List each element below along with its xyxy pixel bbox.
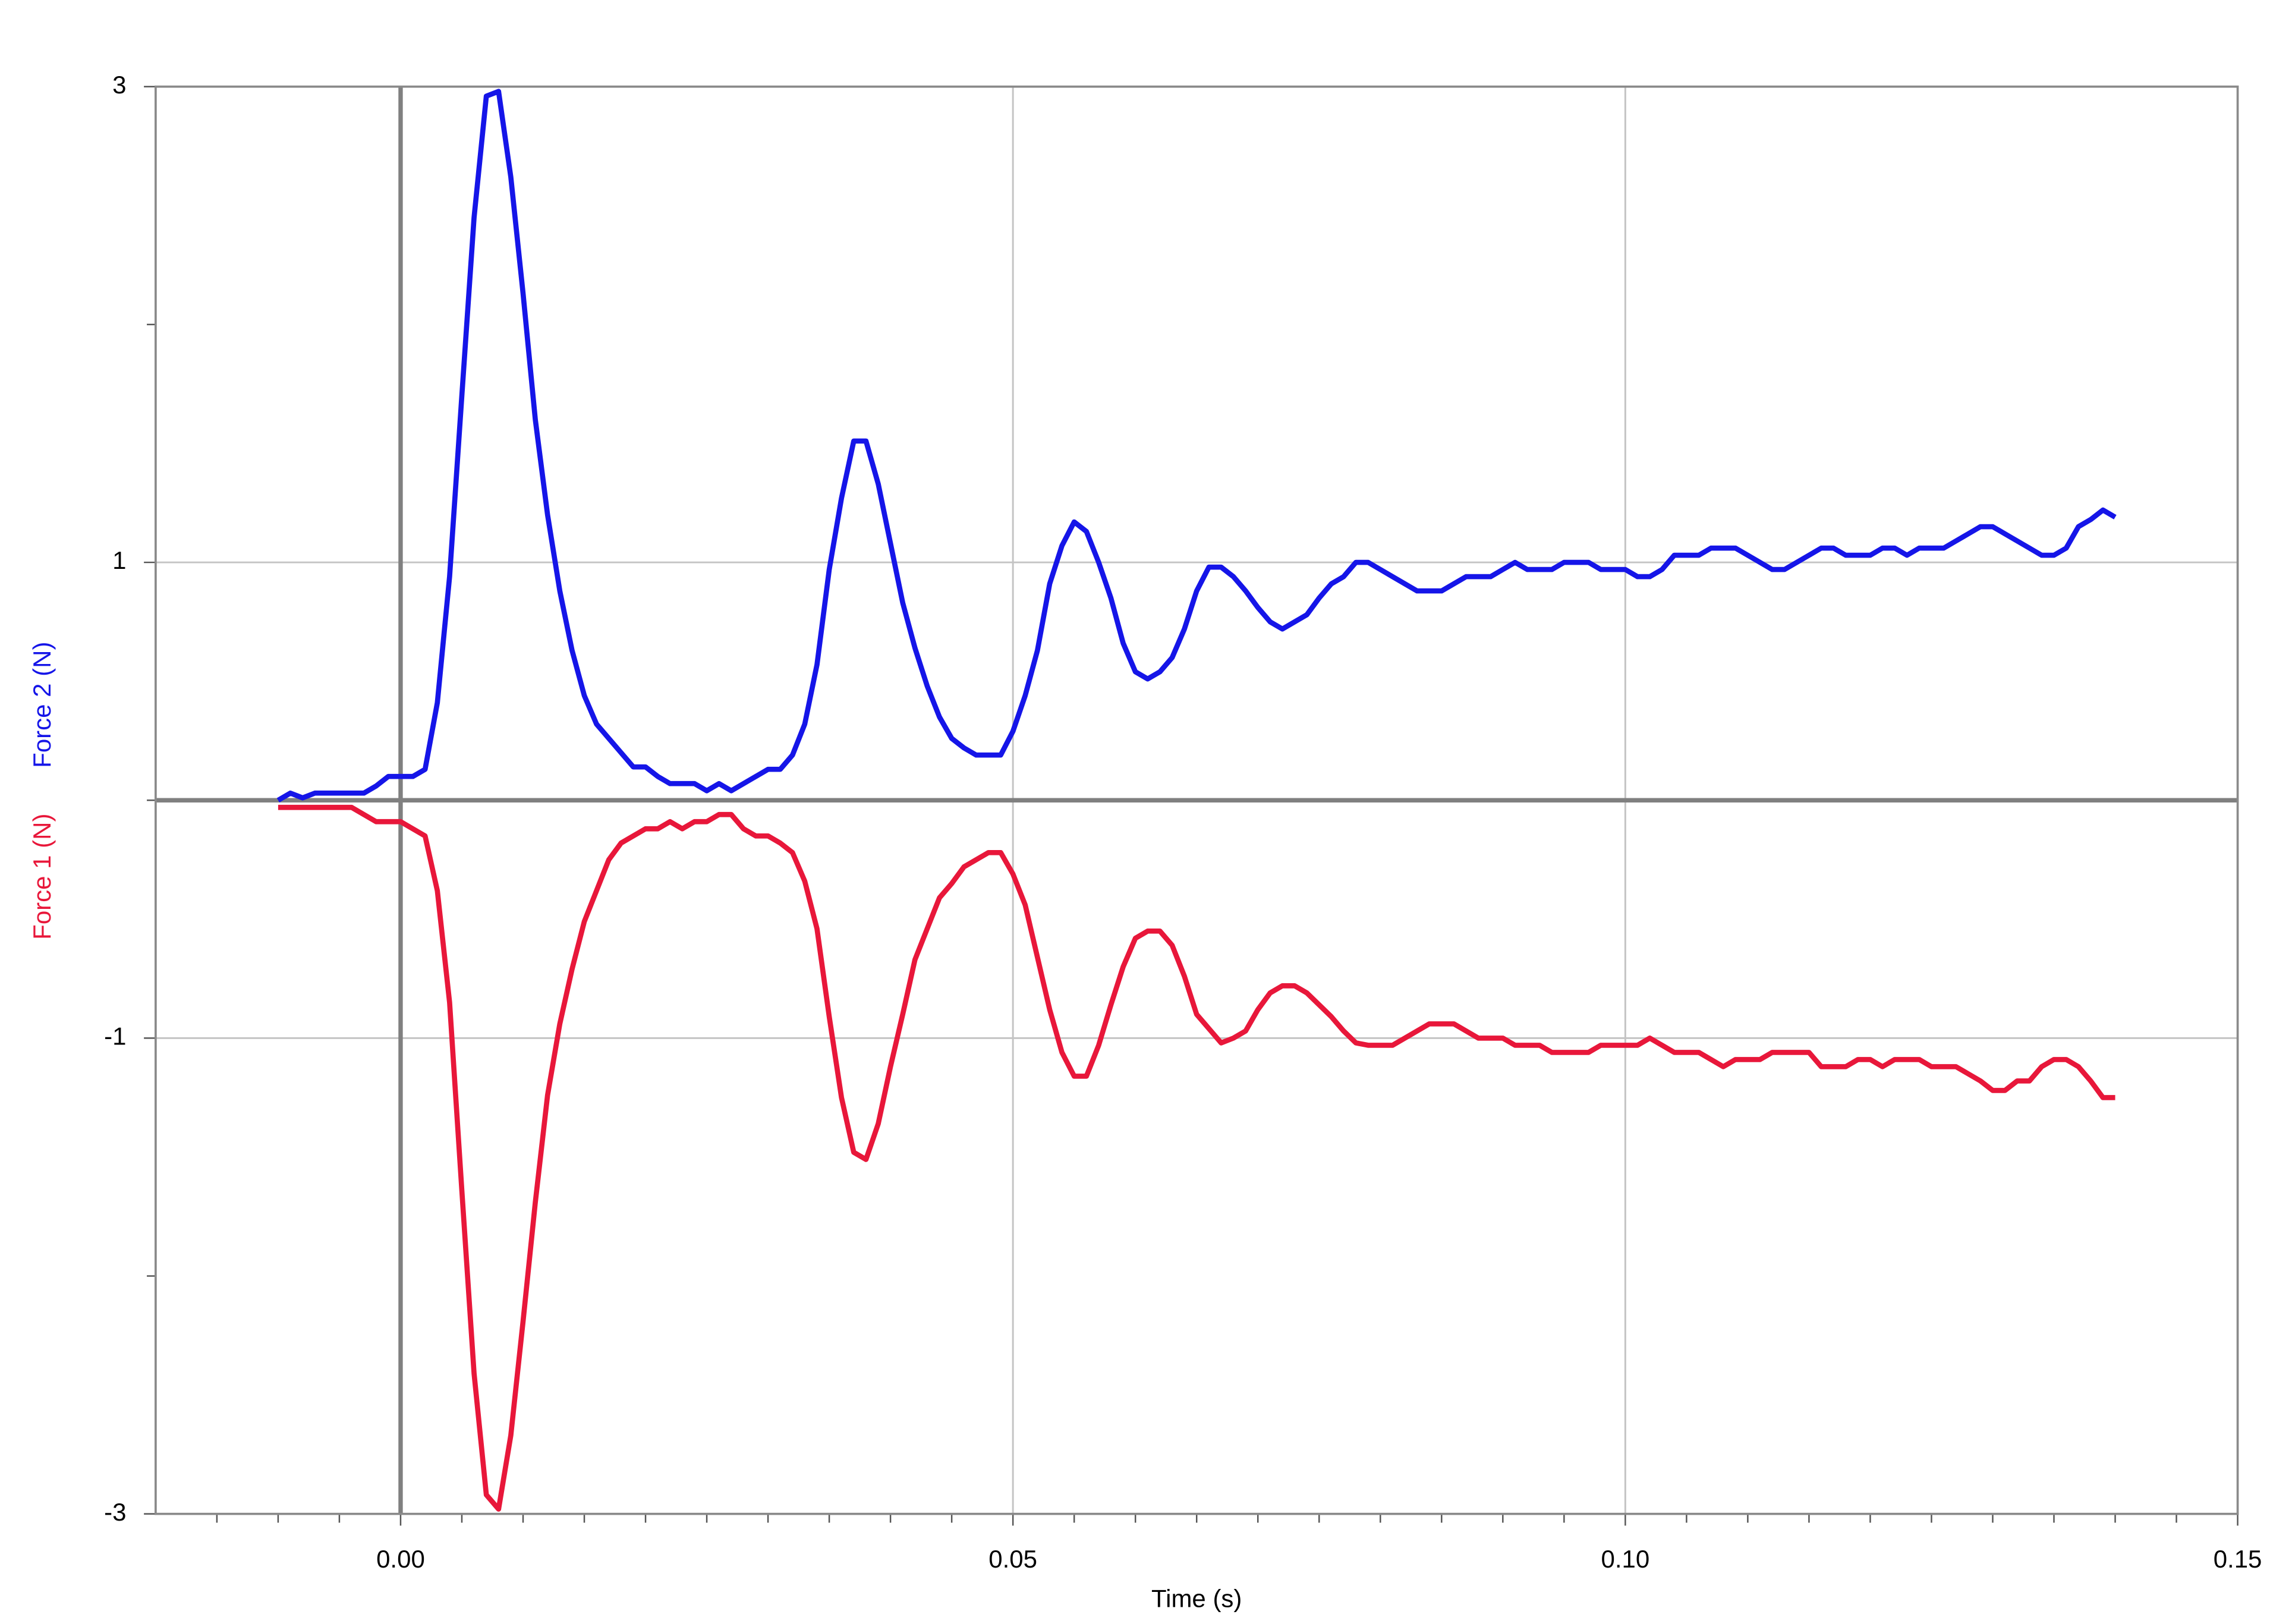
y-tick-label: 1 <box>112 546 126 574</box>
x-tick-label: 0.05 <box>988 1545 1037 1573</box>
data-line <box>278 804 2115 1512</box>
y-tick-label: 3 <box>112 71 126 99</box>
x-tick-label: 0.10 <box>1601 1545 1650 1573</box>
x-tick-label: 0.00 <box>376 1545 425 1573</box>
y-tick-label: -3 <box>104 1498 126 1526</box>
plot-frame <box>155 85 2239 1515</box>
x-tick-label: 0.15 <box>2214 1545 2262 1573</box>
y-tick-label: -1 <box>104 1022 126 1050</box>
data-line <box>276 89 2117 802</box>
y-axis-label: Force 1 (N) <box>28 814 56 940</box>
y-axis-label: Force 2 (N) <box>28 642 56 768</box>
x-axis-label: Time (s) <box>1151 1585 1242 1613</box>
